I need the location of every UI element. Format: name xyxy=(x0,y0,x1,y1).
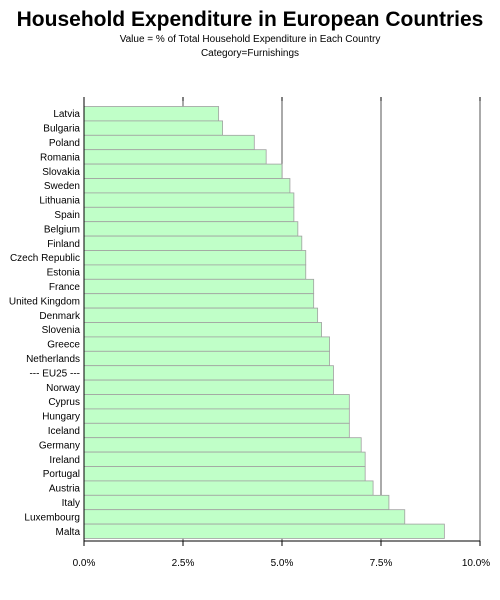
bar xyxy=(83,336,330,352)
x-tick-label: 10.0% xyxy=(462,558,490,569)
bar xyxy=(83,178,291,194)
category-label: Estonia xyxy=(47,268,81,279)
category-label: Bulgaria xyxy=(43,124,80,135)
x-tick-label: 7.5% xyxy=(370,558,393,569)
bar xyxy=(83,466,366,482)
bar xyxy=(83,494,390,511)
bar xyxy=(83,106,220,122)
bar xyxy=(83,408,350,424)
category-labels: Latvia Bulgaria Poland Romania Slovakia Swede… xyxy=(9,109,81,538)
bar xyxy=(83,264,307,280)
bar xyxy=(83,365,334,381)
category-label: Romania xyxy=(40,152,80,163)
bar xyxy=(83,523,445,539)
bar xyxy=(83,307,319,323)
category-label: Czech Republic xyxy=(10,253,80,264)
category-label: Ireland xyxy=(49,455,80,466)
bar xyxy=(83,322,323,338)
category-label: Spain xyxy=(54,210,80,221)
category-label: Sweden xyxy=(44,181,80,192)
category-label: Iceland xyxy=(48,426,80,437)
bar xyxy=(83,293,315,309)
bar xyxy=(83,422,350,439)
bar xyxy=(83,134,255,151)
category-label: Austria xyxy=(49,484,81,495)
category-label: Belgium xyxy=(44,224,80,235)
category-label: United Kingdom xyxy=(9,296,80,307)
category-label: Luxembourg xyxy=(24,512,80,523)
category-label: Finland xyxy=(47,239,80,250)
category-label: Italy xyxy=(62,498,80,509)
bar xyxy=(83,149,267,165)
category-label: Lithuania xyxy=(39,196,80,207)
category-label: Latvia xyxy=(53,109,80,120)
category-label: Norway xyxy=(46,383,80,394)
bars xyxy=(83,106,445,539)
category-label: Netherlands xyxy=(26,354,80,365)
bar xyxy=(83,394,350,410)
chart-category-subtitle: Category=Furnishings xyxy=(200,48,300,59)
bar xyxy=(83,163,283,179)
category-label: Cyprus xyxy=(48,397,80,408)
x-tick-label: 0.0% xyxy=(73,558,96,569)
bar xyxy=(83,379,334,395)
category-label: Portugal xyxy=(43,469,80,480)
category-label: Denmark xyxy=(39,311,81,322)
bar xyxy=(83,278,315,295)
bar xyxy=(83,221,299,237)
bar xyxy=(83,437,362,453)
tick-labels: 0.0% 2.5% 5.0% 7.5% 10.0% xyxy=(73,558,491,569)
chart-title: Household Expenditure in European Countr… xyxy=(16,8,484,31)
bar xyxy=(83,192,295,208)
category-label: Poland xyxy=(49,138,80,149)
category-label: Greece xyxy=(47,340,80,351)
bar xyxy=(83,206,295,223)
chart-subtitle: Value = % of Total Household Expenditure… xyxy=(119,34,381,45)
category-label: Slovenia xyxy=(42,325,81,336)
bar xyxy=(83,250,307,266)
axes xyxy=(83,97,481,546)
category-label: Hungary xyxy=(42,412,80,423)
category-label: Germany xyxy=(39,440,80,451)
bar xyxy=(83,480,374,496)
category-label: France xyxy=(49,282,81,293)
bar xyxy=(83,120,224,136)
category-label: Malta xyxy=(56,527,81,538)
x-tick-label: 2.5% xyxy=(172,558,195,569)
category-label: --- EU25 --- xyxy=(29,368,80,379)
bar xyxy=(83,509,406,525)
bar xyxy=(83,451,366,467)
bar xyxy=(83,235,303,251)
bar xyxy=(83,350,330,367)
x-tick-label: 5.0% xyxy=(271,558,294,569)
category-label: Slovakia xyxy=(42,167,80,178)
